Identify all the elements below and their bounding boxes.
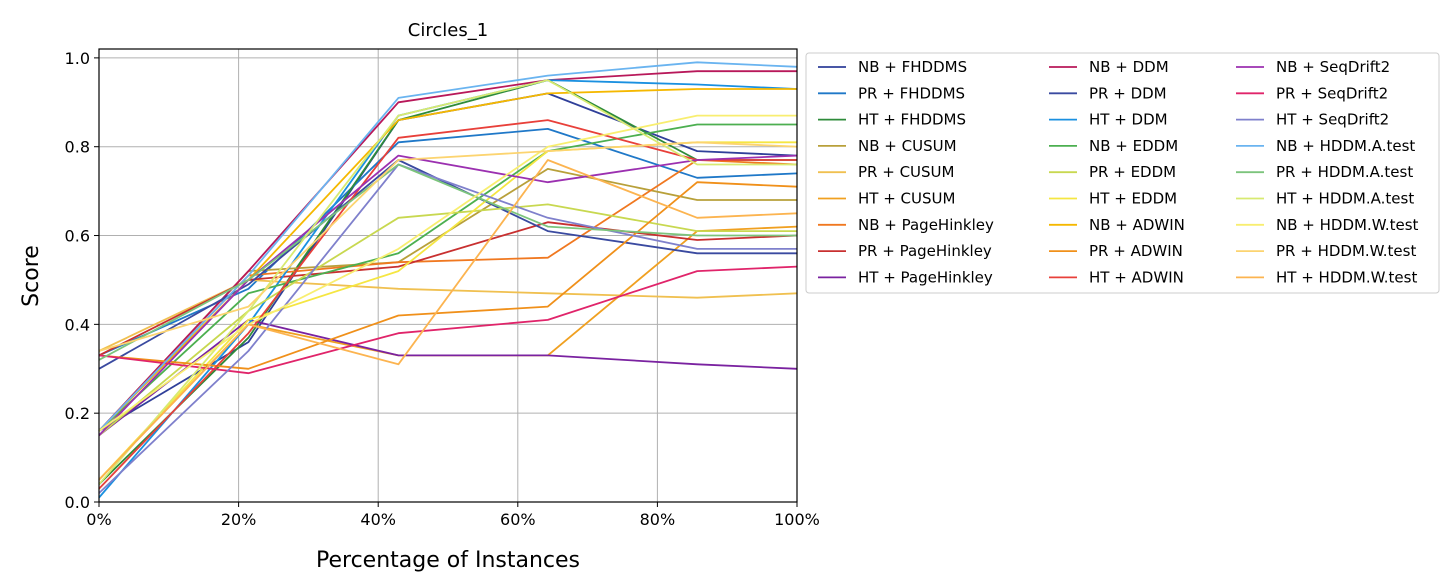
legend-label: PR + HDDM.A.test <box>1276 163 1413 181</box>
legend-label: NB + EDDM <box>1089 137 1178 155</box>
legend-label: PR + HDDM.W.test <box>1276 242 1416 260</box>
y-axis-title: Score <box>19 245 44 307</box>
series-line <box>98 61 798 432</box>
x-axis-title: Percentage of Instances <box>316 548 580 573</box>
legend-label: HT + HDDM.W.test <box>1276 268 1417 286</box>
legend-label: HT + EDDM <box>1089 190 1177 208</box>
legend-frame <box>805 52 1440 294</box>
x-tick-label: 0% <box>86 510 111 529</box>
legend-label: NB + HDDM.A.test <box>1276 137 1415 155</box>
legend-label: NB + DDM <box>1089 58 1169 76</box>
legend-label: NB + FHDDMS <box>858 58 967 76</box>
legend-label: HT + PageHinkley <box>858 268 993 286</box>
y-tick-label: 0.2 <box>65 404 90 423</box>
legend-label: HT + DDM <box>1089 111 1168 129</box>
x-tick-label: 40% <box>360 510 396 529</box>
legend-label: NB + HDDM.W.test <box>1276 216 1419 234</box>
series-line <box>98 79 797 485</box>
legend-label: PR + FHDDMS <box>858 84 965 102</box>
x-axis: 0% 20% 40% 60% 80% 100% <box>86 502 820 529</box>
series-line <box>98 123 797 432</box>
series-lines <box>98 61 798 499</box>
series-line <box>98 141 798 352</box>
y-tick-label: 0.8 <box>65 138 90 157</box>
legend-label: NB + ADWIN <box>1089 216 1185 234</box>
legend-label: NB + SeqDrift2 <box>1276 58 1390 76</box>
x-tick-label: 20% <box>221 510 257 529</box>
legend-label: HT + ADWIN <box>1089 268 1184 286</box>
chart-title: Circles_1 <box>408 20 488 41</box>
x-tick-label: 60% <box>500 510 536 529</box>
series-line <box>98 114 797 432</box>
legend: NB + FHDDMS PR + FHDDMS HT + FHDDMS NB + CU… <box>805 52 1440 294</box>
y-axis: 0.0 0.2 0.4 0.6 0.8 1.0 <box>65 49 99 512</box>
legend-label: NB + PageHinkley <box>858 216 994 234</box>
legend-label: HT + HDDM.A.test <box>1276 190 1414 208</box>
legend-label: HT + CUSUM <box>858 190 955 208</box>
series-line <box>98 265 798 375</box>
series-line <box>98 163 797 494</box>
series-line <box>98 163 797 361</box>
legend-label: PR + PageHinkley <box>858 242 992 260</box>
legend-label: NB + CUSUM <box>858 137 957 155</box>
x-tick-label: 80% <box>640 510 676 529</box>
legend-label: PR + SeqDrift2 <box>1276 84 1388 102</box>
legend-label: PR + ADWIN <box>1089 242 1183 260</box>
legend-label: PR + CUSUM <box>858 163 954 181</box>
legend-label: PR + EDDM <box>1089 163 1176 181</box>
y-tick-label: 1.0 <box>65 49 90 68</box>
series-line <box>98 154 798 437</box>
legend-label: PR + DDM <box>1089 84 1167 102</box>
plot-area <box>98 48 798 503</box>
series-line <box>98 159 798 481</box>
legend-label: HT + FHDDMS <box>858 111 966 129</box>
y-tick-label: 0.6 <box>65 227 90 246</box>
series-line <box>98 127 798 357</box>
plot-frame <box>98 48 798 503</box>
series-line <box>98 181 798 370</box>
y-tick-label: 0.0 <box>65 493 90 512</box>
legend-label: HT + SeqDrift2 <box>1276 111 1389 129</box>
x-tick-label: 100% <box>774 510 820 529</box>
y-tick-label: 0.4 <box>65 315 90 334</box>
